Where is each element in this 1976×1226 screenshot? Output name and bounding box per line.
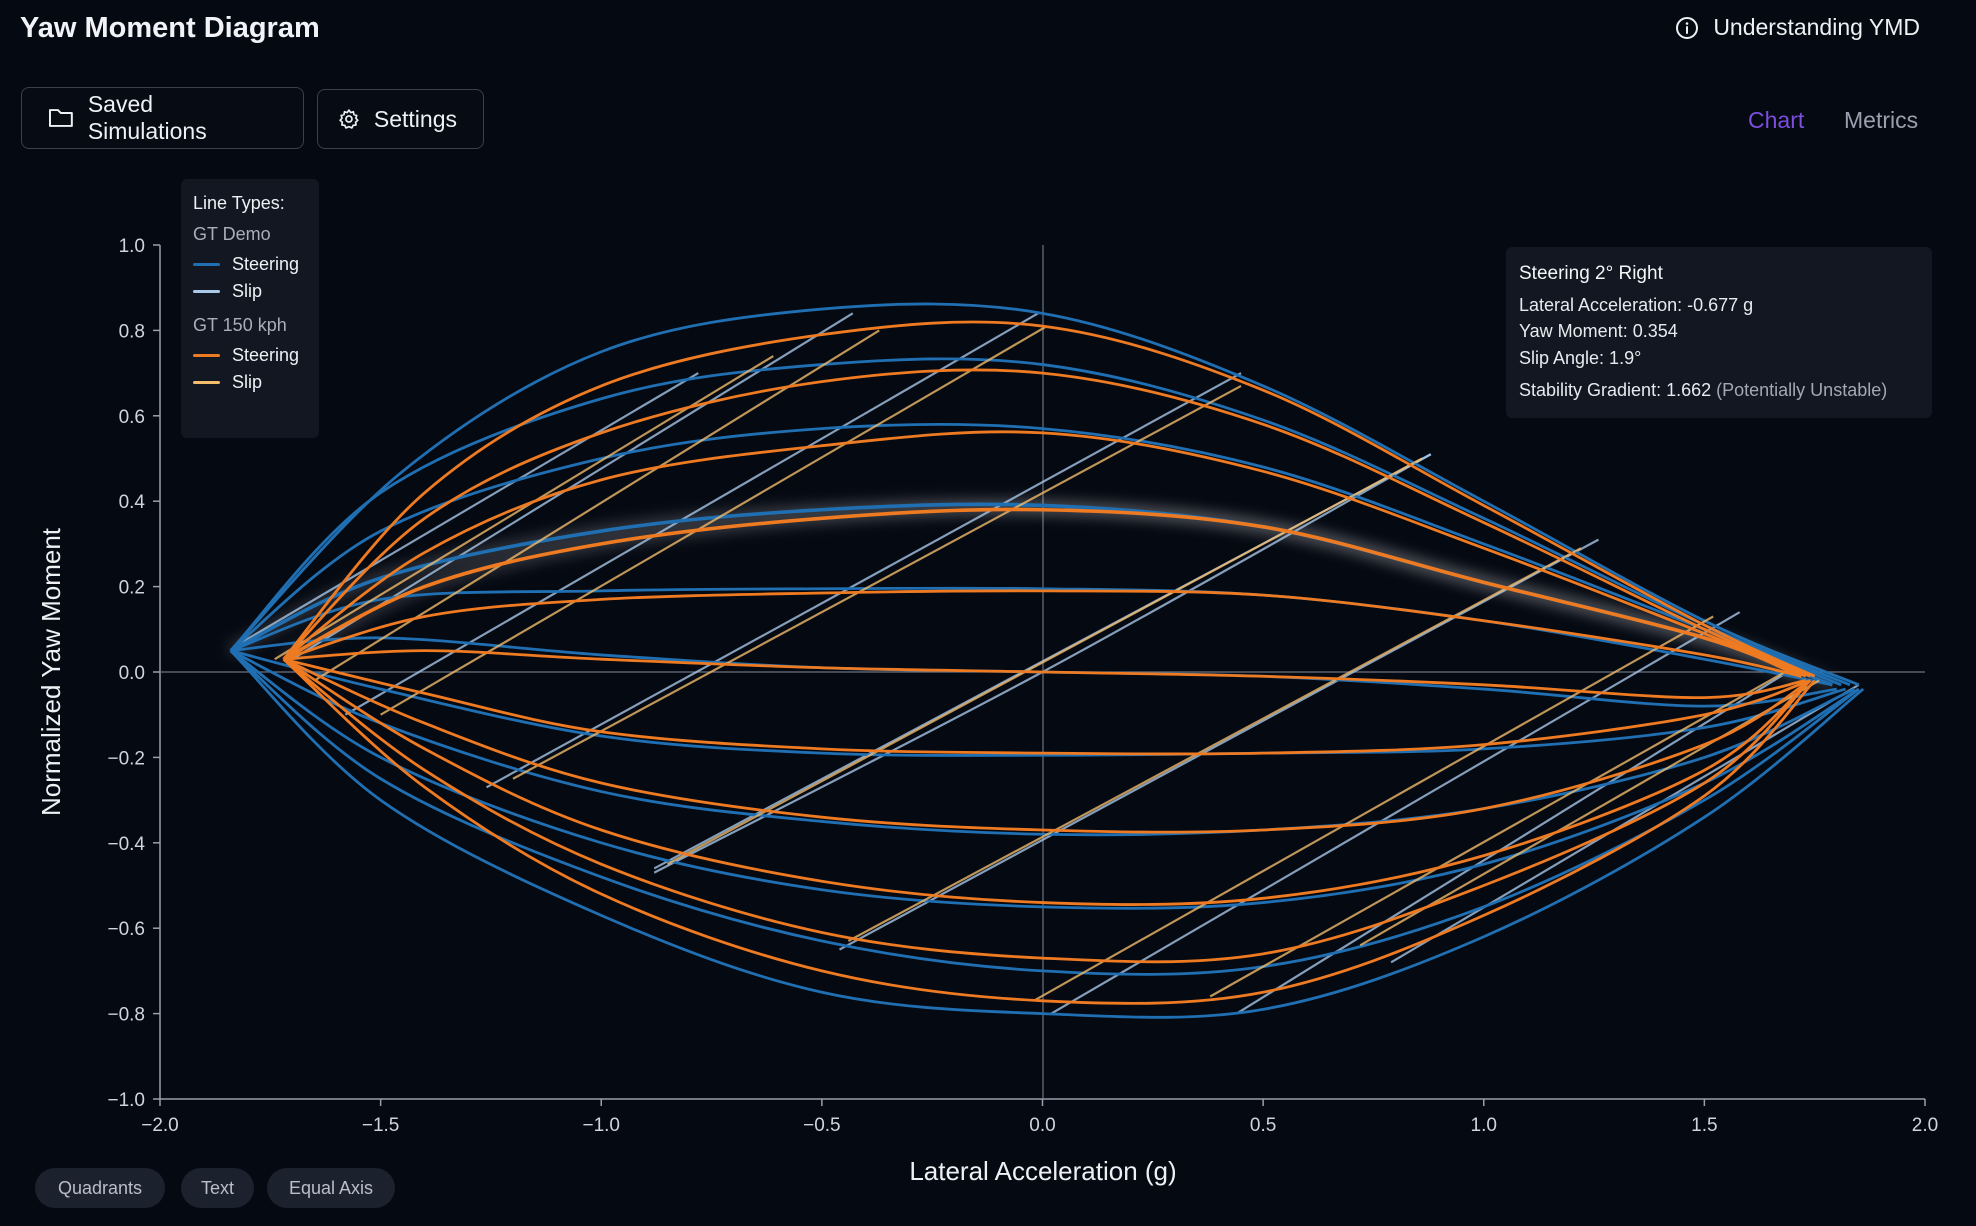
gt-150-kph-slip-line[interactable] (1033, 615, 1714, 1002)
y-tick-label: 1.0 (119, 236, 145, 257)
tooltip-slip: Slip Angle: 1.9° (1519, 347, 1642, 368)
tooltip-lateral: Lateral Acceleration: -0.677 g (1519, 294, 1754, 315)
tooltip-yaw: Yaw Moment: 0.354 (1519, 321, 1678, 341)
y-tick-label: 0.8 (119, 321, 145, 342)
y-tick-label: 0.6 (119, 407, 145, 428)
settings-label: Settings (373, 105, 457, 132)
folder-icon (48, 109, 73, 127)
legend-swatch (193, 354, 220, 357)
legend-item-gt-150-steering[interactable]: Steering (193, 342, 307, 369)
x-tick-label: 1.5 (1691, 1115, 1717, 1136)
x-tick-label: 1.0 (1471, 1115, 1497, 1136)
gt-demo-steering-line[interactable] (229, 649, 1855, 837)
gt-demo-steering-line[interactable] (229, 502, 1833, 687)
gt-150-kph-steering-line[interactable] (282, 658, 1812, 964)
saved-simulations-button[interactable]: Saved Simulations (21, 87, 304, 149)
gt-demo-slip-line[interactable] (839, 538, 1599, 951)
tooltip-stability: Stability Gradient: 1.662 (1519, 380, 1712, 400)
gt-150-kph-steering-line[interactable] (283, 589, 1802, 678)
gt-150-kph-steering-line[interactable] (282, 320, 1816, 678)
legend-swatch (193, 381, 220, 384)
x-tick-label: −2.0 (141, 1115, 179, 1136)
x-tick-label: −0.5 (803, 1115, 841, 1136)
y-tick-label: −0.2 (107, 748, 145, 769)
gt-demo-steering-line[interactable] (229, 302, 1860, 687)
text-toggle[interactable]: Text (181, 1168, 254, 1208)
hover-tooltip: Steering 2° Right Lateral Acceleration: … (1506, 247, 1932, 418)
y-tick-label: 0.4 (119, 492, 146, 513)
gt-150-kph-slip-line[interactable] (512, 384, 1242, 780)
y-tick-label: 0.0 (119, 663, 145, 684)
x-tick-label: 0.0 (1029, 1115, 1055, 1136)
gt-demo-slip-line[interactable] (234, 372, 699, 648)
gt-150-kph-steering-line[interactable] (282, 368, 1811, 678)
x-tick-label: 0.5 (1250, 1115, 1276, 1136)
gt-150-kph-slip-line[interactable] (666, 457, 1423, 866)
legend-label: Slip (232, 372, 263, 392)
legend-label: Steering (232, 345, 300, 365)
gt-demo-slip-line[interactable] (1390, 683, 1860, 964)
settings-button[interactable]: Settings (317, 89, 484, 149)
y-tick-label: −0.4 (107, 834, 145, 855)
legend-swatch (193, 263, 220, 266)
legend-group-gt-demo: GT Demo (193, 224, 271, 244)
gt-150-kph-slip-line[interactable] (1359, 679, 1820, 947)
tab-metrics[interactable]: Metrics (1844, 107, 1919, 133)
gt-150-kph-steering-line[interactable] (282, 507, 1803, 678)
gt-150-kph-steering-line[interactable] (282, 657, 1812, 834)
x-tick-label: −1.0 (582, 1115, 620, 1136)
gt-demo-slip-line[interactable] (344, 312, 1039, 716)
legend-swatch (193, 290, 220, 293)
gt-150-kph-steering-line[interactable] (282, 658, 1812, 906)
gt-demo-slip-line[interactable] (485, 372, 1242, 789)
y-axis-title: Normalized Yaw Moment (36, 527, 66, 816)
saved-simulations-label: Saved Simulations (87, 91, 207, 144)
gt-150-kph-slip-line[interactable] (847, 547, 1582, 942)
gt-150-kph-slip-line[interactable] (274, 355, 774, 661)
chart-legend: Line Types: GT Demo Steering Slip GT 150… (181, 179, 319, 438)
equal-axis-toggle[interactable]: Equal Axis (267, 1168, 395, 1208)
gt-150-kph-steering-line[interactable] (283, 657, 1811, 756)
help-link-label: Understanding YMD (1713, 14, 1920, 40)
understanding-ymd-link[interactable]: Understanding YMD (1675, 14, 1920, 41)
legend-item-gt-demo-steering[interactable]: Steering (193, 251, 307, 278)
y-tick-label: −0.8 (107, 1005, 145, 1026)
quadrants-toggle[interactable]: Quadrants (35, 1168, 165, 1208)
tab-chart[interactable]: Chart (1748, 107, 1805, 133)
legend-item-gt-150-slip[interactable]: Slip (193, 369, 307, 396)
info-icon (1676, 16, 1699, 39)
legend-item-gt-demo-slip[interactable]: Slip (193, 278, 307, 305)
gt-demo-highlight-glow (228, 499, 1835, 690)
x-tick-label: −1.5 (362, 1115, 400, 1136)
gt-demo-slip-line[interactable] (1050, 611, 1741, 1015)
tooltip-title: Steering 2° Right (1519, 263, 1663, 284)
gt-demo-steering-line[interactable] (230, 649, 1846, 757)
gt-150-kph-steering-line[interactable] (282, 430, 1807, 678)
gt-150-kph-steering-line[interactable] (282, 658, 1816, 1005)
tooltip-stability-row: Stability Gradient: 1.662 (Potentially U… (1519, 377, 1919, 404)
x-axis-title: Lateral Acceleration (g) (909, 1156, 1176, 1186)
y-tick-label: −1.0 (107, 1090, 145, 1111)
gt-demo-steering-line[interactable] (229, 649, 1865, 1019)
gt-150-kph-slip-line[interactable] (313, 329, 880, 682)
gt-150-kph-steering-line[interactable] (283, 649, 1807, 700)
y-tick-label: −0.6 (107, 919, 145, 940)
gt-demo-steering-line[interactable] (229, 649, 1860, 910)
legend-group-gt-150: GT 150 kph (193, 315, 287, 335)
gt-demo-steering-line[interactable] (229, 357, 1851, 687)
tooltip-stability-note: (Potentially Unstable) (1716, 380, 1888, 400)
gt-150-kph-slip-line[interactable] (1209, 666, 1794, 998)
gt-150-kph-slip-line[interactable] (380, 325, 1048, 716)
legend-label: Slip (232, 281, 263, 301)
x-tick-label: 2.0 (1912, 1115, 1938, 1136)
page-title: Yaw Moment Diagram (20, 12, 320, 44)
gear-icon (339, 109, 359, 129)
gt-demo-steering-line[interactable] (229, 649, 1860, 976)
y-tick-label: 0.2 (119, 578, 145, 599)
legend-title: Line Types: (193, 193, 285, 213)
gt-demo-steering-line[interactable] (230, 586, 1833, 687)
legend-label: Steering (232, 254, 300, 274)
